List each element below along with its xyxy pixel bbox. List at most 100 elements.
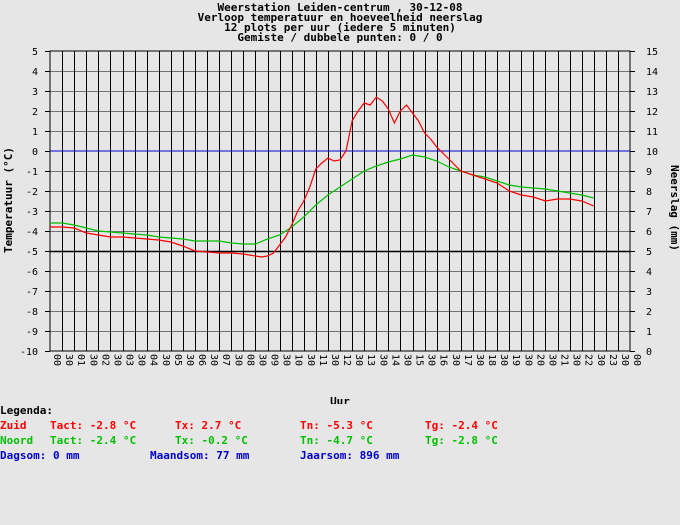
x-half-tick-label: 30 — [281, 354, 292, 366]
x-tick-label: 22 — [583, 354, 594, 366]
y-tick-label: -7 — [26, 287, 38, 298]
x-tick-label: 19 — [510, 354, 521, 366]
x-half-tick-label: 30 — [305, 354, 316, 366]
y2-tick-label: 8 — [646, 187, 652, 198]
y2-tick-label: 7 — [646, 207, 652, 218]
x-tick-label: 10 — [293, 354, 304, 366]
x-tick-label: 23 — [607, 354, 618, 366]
legend-zuid-tx: Tx: 2.7 °C — [175, 419, 242, 432]
x-half-tick-label: 30 — [522, 354, 533, 366]
x-half-tick-label: 30 — [329, 354, 340, 366]
x-axis-label: Uur — [330, 395, 350, 404]
x-half-tick-label: 30 — [232, 354, 243, 366]
y2-tick-label: 12 — [646, 107, 658, 118]
x-tick-label: 08 — [244, 354, 255, 366]
legend: Legenda: Zuid Tact: -2.8 °C Tx: 2.7 °C T… — [0, 404, 680, 464]
y2-tick-label: 6 — [646, 227, 652, 238]
y2-tick-label: 13 — [646, 87, 658, 98]
legend-heading: Legenda: — [0, 404, 680, 419]
y2-tick-label: 11 — [646, 127, 658, 138]
x-half-tick-label: 30 — [450, 354, 461, 366]
x-tick-label: 18 — [486, 354, 497, 366]
y-tick-label: 5 — [32, 47, 38, 58]
y2-tick-label: 15 — [646, 47, 658, 58]
y-tick-label: -1 — [26, 167, 38, 178]
x-tick-label: 04 — [148, 354, 159, 366]
legend-row-rain: Dagsom: 0 mm Maandsom: 77 mm Jaarsom: 89… — [0, 449, 680, 464]
chart-title-block: Weerstation Leiden-centrum , 30-12-08 Ve… — [198, 1, 483, 44]
legend-rain-month: Maandsom: 77 mm — [150, 449, 250, 462]
x-tick-label: 09 — [269, 354, 280, 366]
x-half-tick-label: 30 — [595, 354, 606, 366]
x-tick-label: 01 — [75, 354, 86, 366]
series-line-noord — [50, 154, 594, 245]
y-tick-label: -4 — [26, 227, 38, 238]
legend-zuid-name: Zuid — [0, 419, 27, 432]
legend-row-noord: Noord Tact: -2.4 °C Tx: -0.2 °C Tn: -4.7… — [0, 434, 680, 449]
x-half-tick-label: 30 — [208, 354, 219, 366]
y-tick-label: 4 — [32, 67, 38, 78]
x-half-tick-label: 30 — [87, 354, 98, 366]
x-tick-label: 00 — [631, 354, 642, 366]
legend-zuid-tg: Tg: -2.4 °C — [425, 419, 498, 432]
x-half-tick-label: 30 — [426, 354, 437, 366]
x-tick-label: 11 — [317, 354, 328, 366]
y2-tick-label: 14 — [646, 67, 658, 78]
y2-tick-label: 9 — [646, 167, 652, 178]
x-half-tick-label: 30 — [160, 354, 171, 366]
x-half-tick-label: 30 — [401, 354, 412, 366]
y-tick-label: 0 — [32, 147, 38, 158]
x-half-tick-label: 30 — [571, 354, 582, 366]
y2-tick-label: 5 — [646, 247, 652, 258]
y2-axis-label: Neerslag (mm) — [668, 165, 680, 251]
legend-noord-tx: Tx: -0.2 °C — [175, 434, 248, 447]
chart-missing-info: Gemiste / dubbele punten: 0 / 0 — [237, 31, 442, 44]
legend-noord-tg: Tg: -2.8 °C — [425, 434, 498, 447]
y2-tick-label: 0 — [646, 347, 652, 358]
y-tick-label: -2 — [26, 187, 38, 198]
y-axis-label: Temperatuur (°C) — [2, 147, 15, 253]
legend-zuid-tn: Tn: -5.3 °C — [300, 419, 373, 432]
series-line-zuid — [50, 96, 595, 258]
x-tick-label: 15 — [414, 354, 425, 366]
y-tick-label: -10 — [20, 347, 38, 358]
x-tick-label: 13 — [365, 354, 376, 366]
x-tick-label: 20 — [534, 354, 545, 366]
y2-tick-label: 1 — [646, 327, 652, 338]
y-tick-label: 2 — [32, 107, 38, 118]
legend-zuid-tact: Tact: -2.8 °C — [50, 419, 137, 432]
y-tick-label: -9 — [26, 327, 38, 338]
y2-tick-label: 3 — [646, 287, 652, 298]
chart: Weerstation Leiden-centrum , 30-12-08 Ve… — [2, 1, 680, 404]
y-axis-ticks: 5 4 3 2 1 0 -1 -2 -3 -4 -5 -6 -7 -8 -9 -10 — [20, 47, 50, 358]
y2-tick-label: 10 — [646, 147, 658, 158]
x-half-tick-label: 30 — [63, 354, 74, 366]
x-tick-label: 02 — [99, 354, 110, 366]
legend-rain-day: Dagsom: 0 mm — [0, 449, 80, 462]
x-half-tick-label: 30 — [136, 354, 147, 366]
x-tick-label: 03 — [124, 354, 135, 366]
legend-noord-name: Noord — [0, 434, 34, 447]
chart-grid — [49, 50, 631, 352]
x-tick-label: 06 — [196, 354, 207, 366]
x-half-tick-label: 30 — [546, 354, 557, 366]
chart-title: Weerstation Leiden-centrum , 30-12-08 — [217, 1, 462, 14]
chart-series — [50, 96, 630, 258]
legend-noord-tn: Tn: -4.7 °C — [300, 434, 373, 447]
legend-noord-tact: Tact: -2.4 °C — [50, 434, 137, 447]
x-tick-label: 16 — [438, 354, 449, 366]
x-tick-label: 14 — [389, 354, 400, 366]
x-half-tick-label: 30 — [377, 354, 388, 366]
x-tick-label: 12 — [341, 354, 352, 366]
legend-rain-year: Jaarsom: 896 mm — [300, 449, 400, 462]
y-tick-label: -3 — [26, 207, 38, 218]
x-half-tick-label: 30 — [353, 354, 364, 366]
x-axis-ticks: 00 01 02 03 04 05 06 07 08 09 10 11 12 13 14 15 16 17 18 19… — [51, 354, 642, 366]
y-tick-label: 3 — [32, 87, 38, 98]
y2-tick-label: 2 — [646, 307, 652, 318]
y2-tick-label: 4 — [646, 267, 652, 278]
x-half-tick-label: 30 — [256, 354, 267, 366]
x-half-tick-label: 30 — [474, 354, 485, 366]
x-tick-label: 05 — [172, 354, 183, 366]
